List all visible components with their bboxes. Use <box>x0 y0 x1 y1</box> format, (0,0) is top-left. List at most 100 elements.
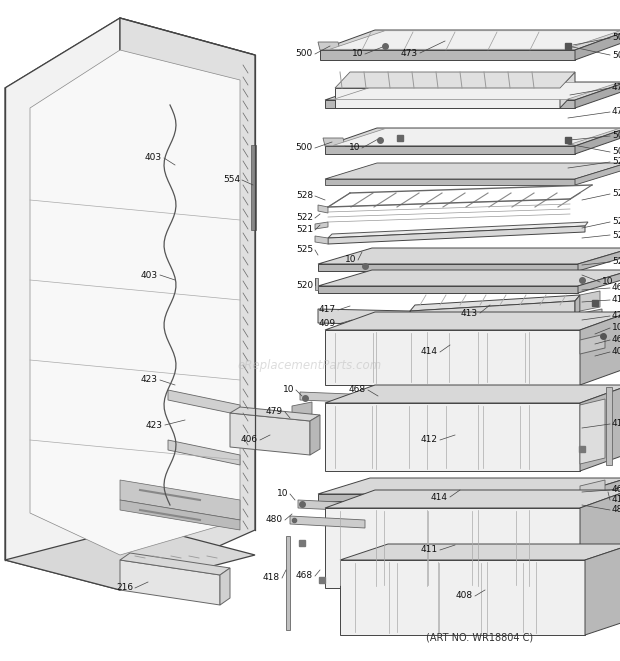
Text: 523: 523 <box>612 231 620 239</box>
Text: 417: 417 <box>319 305 336 315</box>
Polygon shape <box>290 516 365 528</box>
Polygon shape <box>580 385 620 471</box>
Text: 522: 522 <box>296 214 313 223</box>
Text: 407: 407 <box>612 348 620 356</box>
Text: 410: 410 <box>612 295 620 305</box>
Text: 423: 423 <box>141 375 158 385</box>
Polygon shape <box>330 30 620 50</box>
Polygon shape <box>576 478 620 501</box>
Polygon shape <box>325 179 575 185</box>
Polygon shape <box>325 146 575 154</box>
Text: 479: 479 <box>612 311 620 321</box>
Polygon shape <box>575 163 620 185</box>
Polygon shape <box>120 18 255 590</box>
Polygon shape <box>575 128 620 154</box>
Text: 528: 528 <box>296 192 313 200</box>
Polygon shape <box>325 508 580 588</box>
Polygon shape <box>230 413 310 455</box>
Text: 468: 468 <box>296 572 313 580</box>
Polygon shape <box>30 50 240 555</box>
Polygon shape <box>120 553 230 575</box>
Polygon shape <box>315 236 328 244</box>
Text: 480: 480 <box>612 506 620 514</box>
Text: 409: 409 <box>319 319 336 329</box>
Text: 527: 527 <box>612 157 620 167</box>
Text: 403: 403 <box>145 153 162 163</box>
Polygon shape <box>334 128 619 145</box>
Text: 472: 472 <box>612 83 620 93</box>
Polygon shape <box>168 390 240 415</box>
Text: 216: 216 <box>116 584 133 592</box>
Polygon shape <box>580 490 620 588</box>
Polygon shape <box>5 525 255 590</box>
Polygon shape <box>251 145 256 230</box>
Text: 521: 521 <box>296 225 313 235</box>
Text: eReplacementParts.com: eReplacementParts.com <box>238 358 382 371</box>
Polygon shape <box>575 82 620 108</box>
Text: 10: 10 <box>348 143 360 153</box>
Polygon shape <box>5 18 255 125</box>
Polygon shape <box>168 440 240 465</box>
Text: 423: 423 <box>146 420 163 430</box>
Text: 473: 473 <box>401 48 418 58</box>
Polygon shape <box>120 560 220 605</box>
Polygon shape <box>606 387 612 465</box>
Text: 468: 468 <box>612 485 620 494</box>
Polygon shape <box>580 480 605 500</box>
Polygon shape <box>578 270 620 293</box>
Polygon shape <box>286 536 290 630</box>
Polygon shape <box>323 138 345 146</box>
Polygon shape <box>318 264 578 271</box>
Polygon shape <box>575 30 620 60</box>
Polygon shape <box>315 278 318 290</box>
Polygon shape <box>318 309 410 325</box>
Polygon shape <box>410 295 580 311</box>
Polygon shape <box>325 82 620 100</box>
Polygon shape <box>575 295 580 317</box>
Polygon shape <box>310 415 320 455</box>
Polygon shape <box>120 480 240 520</box>
Polygon shape <box>580 399 605 464</box>
Text: 529: 529 <box>612 190 620 198</box>
Text: 468: 468 <box>349 385 366 395</box>
Polygon shape <box>340 544 620 560</box>
Text: 408: 408 <box>456 592 473 600</box>
Polygon shape <box>325 490 620 508</box>
Polygon shape <box>580 291 600 311</box>
Polygon shape <box>220 568 230 605</box>
Text: 403: 403 <box>141 270 158 280</box>
Polygon shape <box>300 392 400 404</box>
Text: 10: 10 <box>283 385 294 395</box>
Text: 471: 471 <box>612 108 620 116</box>
Text: 501: 501 <box>612 34 620 42</box>
Text: (ART NO. WR18804 C): (ART NO. WR18804 C) <box>427 633 534 643</box>
Polygon shape <box>580 312 620 385</box>
Polygon shape <box>120 500 240 530</box>
Polygon shape <box>325 403 580 471</box>
Text: 413: 413 <box>461 309 478 317</box>
Polygon shape <box>325 385 620 403</box>
Polygon shape <box>318 286 578 293</box>
Polygon shape <box>318 205 328 213</box>
Polygon shape <box>325 128 620 146</box>
Polygon shape <box>318 42 340 50</box>
Text: 414: 414 <box>431 492 448 502</box>
Text: 411: 411 <box>421 545 438 555</box>
Polygon shape <box>328 222 588 238</box>
Polygon shape <box>320 50 575 60</box>
Polygon shape <box>298 500 380 512</box>
Text: 414: 414 <box>421 348 438 356</box>
Polygon shape <box>335 88 560 108</box>
Polygon shape <box>230 407 320 421</box>
Text: 501: 501 <box>612 132 620 141</box>
Polygon shape <box>318 478 620 494</box>
Text: 412: 412 <box>421 436 438 444</box>
Text: 10: 10 <box>277 490 288 498</box>
Text: 520: 520 <box>296 280 313 290</box>
Polygon shape <box>582 309 602 323</box>
Polygon shape <box>578 248 620 271</box>
Polygon shape <box>325 312 620 330</box>
Text: 525: 525 <box>612 258 620 266</box>
Text: 480: 480 <box>266 516 283 524</box>
Text: 461: 461 <box>612 336 620 344</box>
